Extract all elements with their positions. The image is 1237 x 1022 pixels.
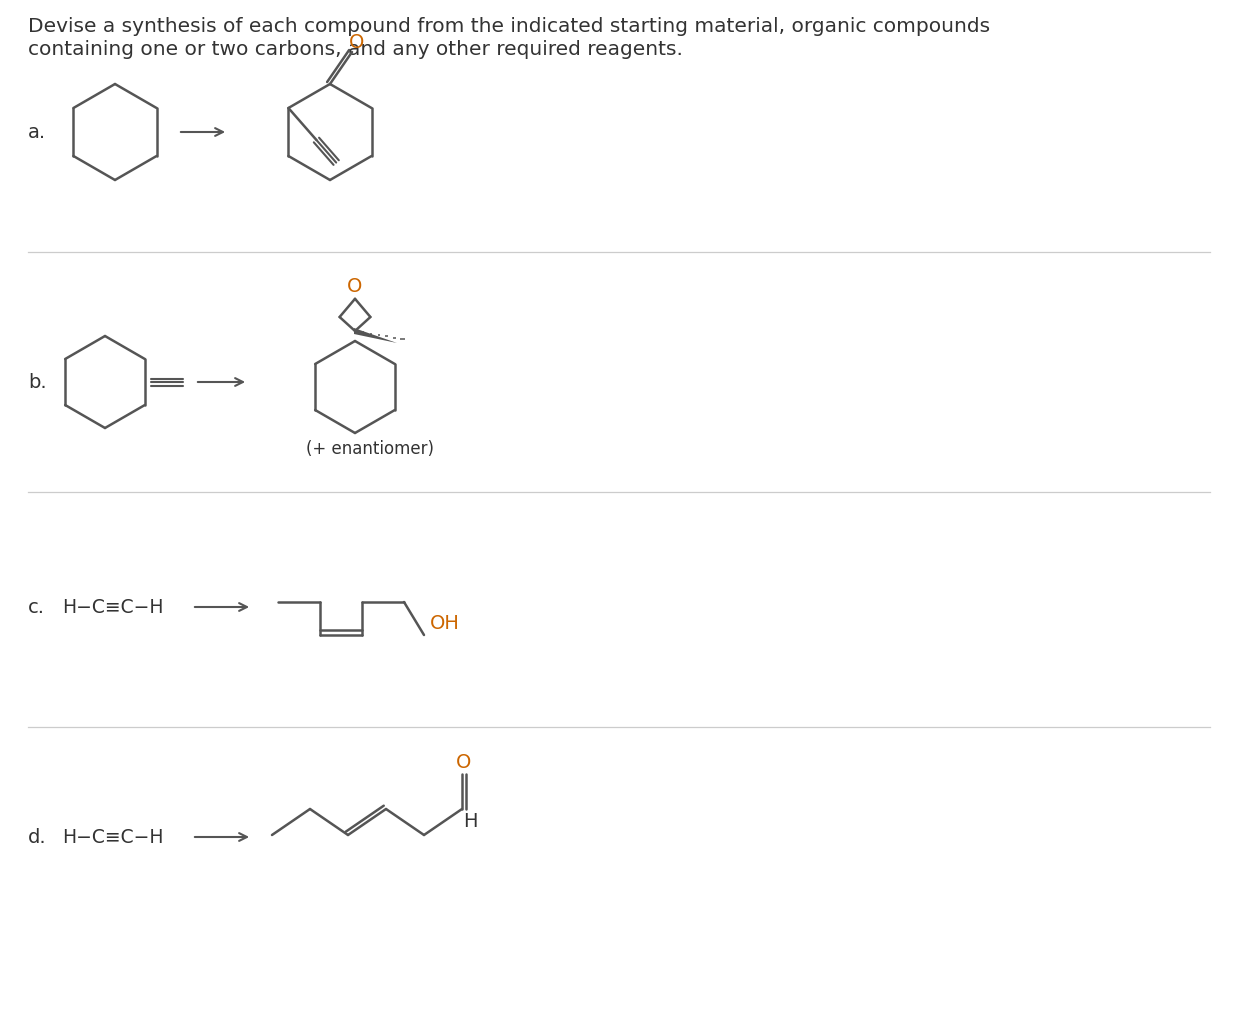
Text: H−C≡C−H: H−C≡C−H — [62, 598, 163, 616]
Text: a.: a. — [28, 123, 46, 141]
Text: d.: d. — [28, 828, 47, 846]
Text: containing one or two carbons, and any other required reagents.: containing one or two carbons, and any o… — [28, 40, 683, 59]
Text: Devise a synthesis of each compound from the indicated starting material, organi: Devise a synthesis of each compound from… — [28, 17, 990, 36]
Text: b.: b. — [28, 372, 47, 391]
Text: H−C≡C−H: H−C≡C−H — [62, 828, 163, 846]
Text: (+ enantiomer): (+ enantiomer) — [306, 440, 434, 458]
Text: O: O — [456, 752, 471, 772]
Text: H: H — [463, 811, 477, 831]
Text: O: O — [349, 33, 365, 51]
Polygon shape — [354, 328, 397, 343]
Text: c.: c. — [28, 598, 45, 616]
Text: O: O — [348, 277, 362, 296]
Text: OH: OH — [430, 613, 460, 633]
